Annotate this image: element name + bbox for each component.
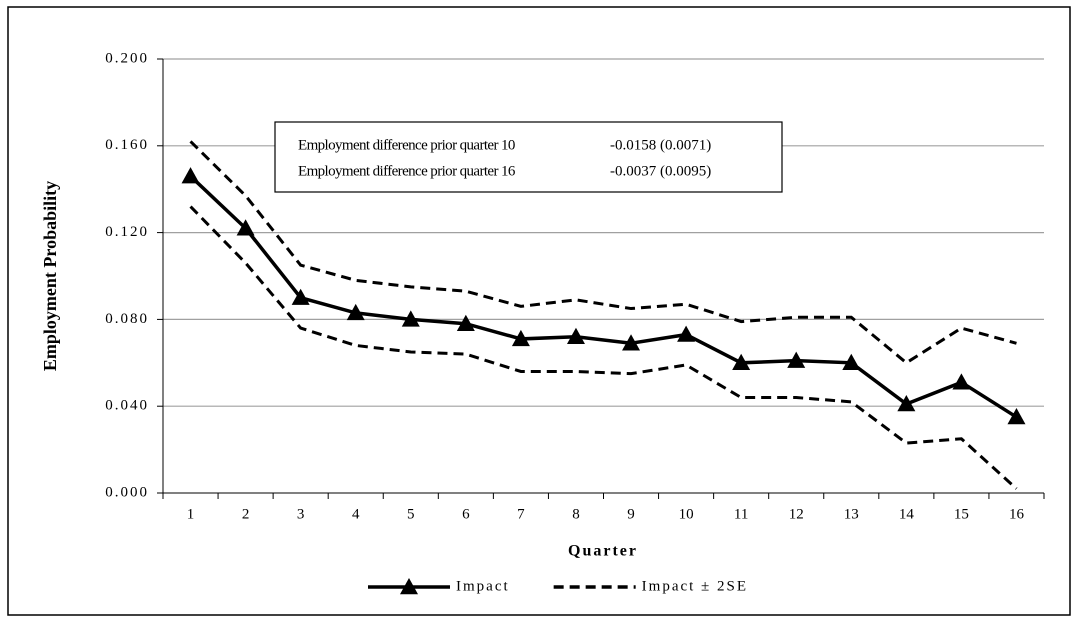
- y-tick-label: 0.120: [105, 224, 149, 240]
- x-tick-label: 10: [679, 506, 694, 522]
- x-tick-label: 1: [187, 506, 195, 522]
- marker: [732, 353, 751, 370]
- series-line: [189, 140, 1017, 365]
- y-tick-label: 0.080: [105, 311, 149, 327]
- annotation-box: [274, 121, 783, 193]
- marker: [952, 373, 971, 390]
- marker: [787, 351, 806, 368]
- x-tick-label: 12: [789, 506, 804, 522]
- marker: [566, 327, 585, 344]
- x-tick-label: 3: [297, 506, 305, 522]
- marker: [401, 310, 420, 327]
- legend-label: Impact: [456, 578, 510, 594]
- y-axis-label: Employment Probability: [40, 181, 60, 371]
- marker: [842, 353, 861, 370]
- annotation-label: Employment difference prior quarter 16: [298, 163, 516, 179]
- y-tick-label: 0.160: [105, 137, 149, 153]
- annotation-value: -0.0037 (0.0095): [610, 163, 711, 179]
- x-tick-label: 4: [352, 506, 360, 522]
- x-tick-label: 13: [844, 506, 859, 522]
- legend-label: Impact ± 2SE: [642, 578, 748, 594]
- y-tick-label: 0.000: [105, 484, 149, 500]
- series-line: [189, 174, 1018, 419]
- marker: [511, 329, 530, 347]
- marker: [897, 395, 916, 412]
- marker: [236, 219, 255, 236]
- y-tick-label: 0.040: [105, 398, 149, 414]
- x-tick-label: 2: [242, 506, 250, 522]
- annotation-label: Employment difference prior quarter 10: [298, 137, 515, 153]
- x-tick-label: 5: [407, 506, 415, 522]
- marker: [291, 288, 310, 305]
- x-tick-label: 11: [734, 506, 748, 522]
- legend-marker: [400, 578, 418, 595]
- series-line: [189, 205, 1018, 490]
- chart-border: [7, 6, 1071, 616]
- x-axis-label: Quarter: [568, 543, 638, 560]
- x-tick-label: 6: [462, 506, 470, 522]
- x-tick-label: 7: [517, 506, 525, 522]
- marker: [622, 334, 641, 351]
- marker: [677, 325, 696, 342]
- x-tick-label: 14: [899, 506, 915, 522]
- marker: [181, 167, 200, 184]
- marker: [1007, 408, 1026, 425]
- marker: [456, 314, 475, 331]
- x-tick-label: 16: [1009, 506, 1025, 522]
- annotation-value: -0.0158 (0.0071): [610, 137, 711, 153]
- x-tick-label: 15: [954, 506, 969, 522]
- x-tick-label: 9: [627, 506, 635, 522]
- marker: [346, 303, 365, 321]
- y-tick-label: 0.200: [105, 50, 149, 66]
- x-tick-label: 8: [572, 506, 580, 522]
